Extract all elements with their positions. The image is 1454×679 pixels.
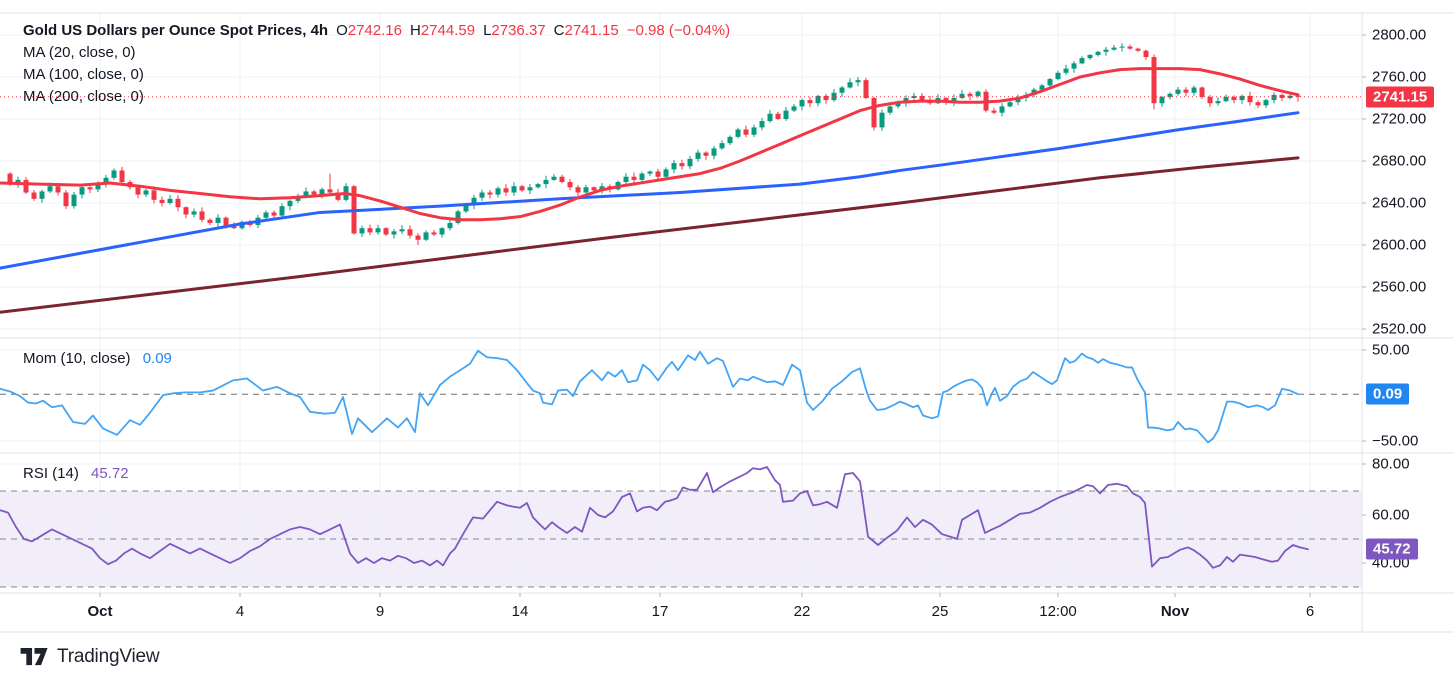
price-axis-label: 2720.00 bbox=[1372, 110, 1427, 128]
price-axis-label: 2600.00 bbox=[1372, 236, 1427, 254]
current-price-badge: 2741.15 bbox=[1366, 86, 1435, 108]
tradingview-logo[interactable]: TradingView bbox=[20, 646, 160, 668]
time-axis-label: 12:00 bbox=[1039, 603, 1077, 620]
low-value: 2736.37 bbox=[491, 22, 546, 39]
low-label: L bbox=[483, 22, 492, 39]
time-axis-label: Nov bbox=[1160, 603, 1190, 620]
momentum-value: 0.09 bbox=[142, 350, 172, 367]
symbol-title: Gold US Dollars per Ounce Spot Prices, 4… bbox=[23, 22, 329, 39]
legend: Gold US Dollars per Ounce Spot Prices, 4… bbox=[23, 20, 730, 108]
change-value: −0.98 (−0.04%) bbox=[626, 22, 731, 39]
price-axis-label: 2640.00 bbox=[1372, 194, 1427, 212]
time-axis-label: 25 bbox=[931, 603, 949, 620]
price-axis-label: −50.00 bbox=[1372, 432, 1419, 450]
rsi-value: 45.72 bbox=[91, 465, 129, 482]
time-axis-label: Oct bbox=[87, 603, 113, 620]
rsi-value-badge: 45.72 bbox=[1366, 538, 1418, 560]
symbol-legend[interactable]: Gold US Dollars per Ounce Spot Prices, 4… bbox=[23, 20, 730, 42]
price-axis-label: 2520.00 bbox=[1372, 320, 1427, 338]
time-axis-label: 17 bbox=[651, 603, 669, 620]
momentum-label: Mom (10, close) bbox=[23, 350, 131, 367]
time-axis-label: 6 bbox=[1305, 603, 1315, 620]
momentum-legend[interactable]: Mom (10, close) 0.09 bbox=[23, 350, 172, 367]
tradingview-logo-icon bbox=[20, 648, 48, 666]
time-axis-label: 4 bbox=[235, 603, 245, 620]
rsi-legend[interactable]: RSI (14) 45.72 bbox=[23, 465, 129, 482]
price-axis-label: 60.00 bbox=[1372, 506, 1410, 524]
price-axis-label: 80.00 bbox=[1372, 455, 1410, 473]
open-value: 2742.16 bbox=[347, 22, 402, 39]
open-label: O bbox=[336, 22, 348, 39]
price-axis-label: 50.00 bbox=[1372, 341, 1410, 359]
time-axis-label: 14 bbox=[511, 603, 529, 620]
price-axis-label: 2760.00 bbox=[1372, 68, 1427, 86]
price-axis-label: 2800.00 bbox=[1372, 26, 1427, 44]
price-axis-label: 2560.00 bbox=[1372, 278, 1427, 296]
ma100-legend[interactable]: MA (100, close, 0) bbox=[23, 66, 144, 83]
ma100-line bbox=[0, 111, 1300, 270]
close-value: 2741.15 bbox=[564, 22, 619, 39]
price-axis-label: 2680.00 bbox=[1372, 152, 1427, 170]
momentum-value-badge: 0.09 bbox=[1366, 383, 1410, 405]
rsi-label: RSI (14) bbox=[23, 465, 79, 482]
close-label: C bbox=[553, 22, 565, 39]
high-label: H bbox=[409, 22, 421, 39]
ma20-line bbox=[0, 67, 1300, 222]
ma200-line bbox=[0, 156, 1300, 314]
ma20-legend[interactable]: MA (20, close, 0) bbox=[23, 44, 136, 61]
momentum-line bbox=[0, 349, 1299, 444]
time-axis-label: 9 bbox=[375, 603, 385, 620]
time-axis-label: 22 bbox=[793, 603, 811, 620]
high-value: 2744.59 bbox=[420, 22, 476, 39]
ma200-legend[interactable]: MA (200, close, 0) bbox=[23, 88, 144, 105]
rsi-line bbox=[0, 466, 1309, 569]
tradingview-logo-text: TradingView bbox=[57, 646, 160, 667]
